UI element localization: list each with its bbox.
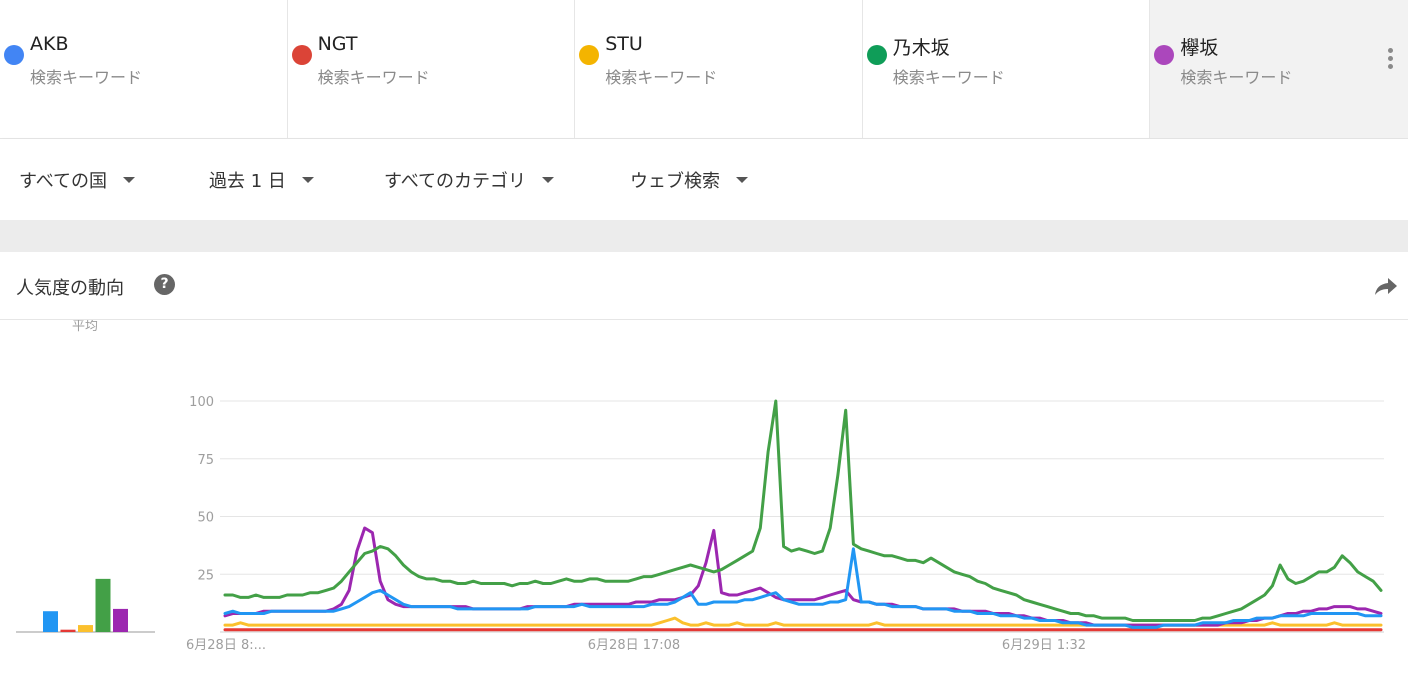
average-label: 平均 (72, 320, 98, 334)
caret-down-icon (542, 177, 555, 183)
term-card-ngt[interactable]: NGT 検索キーワード (288, 0, 576, 138)
help-icon[interactable]: ? (154, 274, 175, 295)
term-color-dot (4, 45, 24, 65)
x-tick-label: 6月29日 1:32 (1002, 638, 1086, 653)
interest-over-time-card: 人気度の動向 ? (0, 252, 1408, 679)
term-card-nogizaka[interactable]: 乃木坂 検索キーワード (863, 0, 1151, 138)
average-bar (95, 578, 111, 632)
caret-down-icon (301, 177, 314, 183)
y-tick-label: 75 (197, 453, 214, 468)
average-bar (60, 629, 76, 632)
search-terms-bar: AKB 検索キーワード NGT 検索キーワード STU 検索キーワード 乃木坂 … (0, 0, 1408, 139)
search-type-dropdown-label: ウェブ検索 (630, 171, 720, 192)
x-tick-label: 6月28日 17:08 (588, 638, 680, 653)
more-options-icon[interactable] (1388, 48, 1394, 70)
category-dropdown[interactable]: すべてのカテゴリ (384, 167, 555, 193)
filter-bar: すべての国 過去 1 日 すべてのカテゴリ ウェブ検索 (0, 139, 1408, 220)
average-bar (78, 625, 93, 632)
search-type-dropdown[interactable]: ウェブ検索 (630, 167, 748, 193)
term-color-dot (291, 45, 312, 65)
term-color-dot (1154, 45, 1175, 65)
share-icon[interactable] (1374, 276, 1398, 296)
term-type: 検索キーワード (1180, 68, 1293, 87)
y-tick-label: 25 (197, 568, 214, 583)
average-bar (43, 611, 58, 632)
term-name: STU (605, 33, 643, 55)
y-tick-label: 100 (189, 395, 214, 410)
term-type: 検索キーワード (30, 68, 143, 87)
series-line (223, 399, 1383, 622)
term-color-dot (866, 45, 887, 65)
y-tick-label: 50 (197, 511, 214, 526)
term-color-dot (579, 45, 600, 65)
average-bars: 平均 (16, 320, 155, 633)
series-line (223, 526, 1383, 627)
period-dropdown[interactable]: 過去 1 日 (209, 167, 314, 193)
x-axis-labels: 6月28日 8:... 6月28日 17:08 6月29日 1:32 (186, 638, 1086, 653)
term-type: 検索キーワード (892, 68, 1005, 87)
card-header: 人気度の動向 ? (0, 252, 1408, 320)
term-card-akb[interactable]: AKB 検索キーワード (0, 0, 288, 138)
term-name: 乃木坂 (892, 37, 950, 59)
card-title: 人気度の動向 (16, 278, 124, 299)
section-separator (0, 220, 1408, 252)
x-tick-label: 6月28日 8:... (186, 638, 266, 653)
term-type: 検索キーワード (317, 68, 430, 87)
country-dropdown[interactable]: すべての国 (19, 167, 136, 193)
term-name: NGT (317, 33, 358, 55)
term-name: 欅坂 (1180, 37, 1219, 59)
chart-series (223, 399, 1383, 632)
term-name: AKB (30, 33, 69, 55)
country-dropdown-label: すべての国 (19, 171, 108, 192)
term-card-keyakizaka[interactable]: 欅坂 検索キーワード (1150, 0, 1408, 138)
interest-chart: 平均 25 50 75 100 6月28日 8:... 6月28日 17:08 6月29日… (16, 320, 1384, 653)
chart-gridlines: 25 50 75 100 (189, 395, 1384, 633)
term-type: 検索キーワード (605, 68, 718, 87)
caret-down-icon (123, 177, 136, 183)
caret-down-icon (736, 177, 748, 183)
category-dropdown-label: すべてのカテゴリ (384, 171, 527, 192)
average-bar (113, 608, 128, 632)
period-dropdown-label: 過去 1 日 (209, 171, 286, 192)
term-card-stu[interactable]: STU 検索キーワード (575, 0, 863, 138)
series-line (223, 547, 1383, 629)
